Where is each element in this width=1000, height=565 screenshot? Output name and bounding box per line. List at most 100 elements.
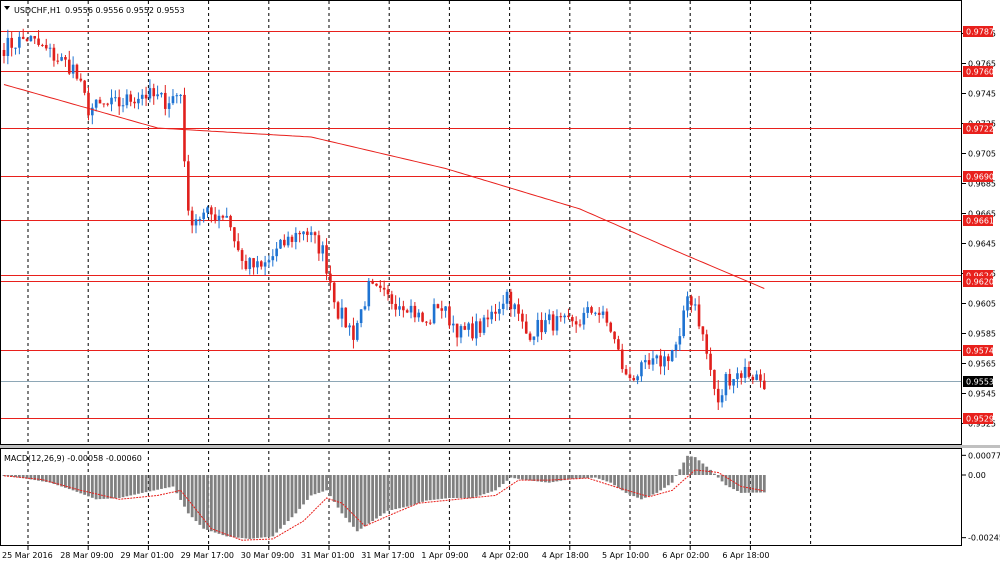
candle-body (402, 306, 405, 311)
candle-body (102, 103, 106, 105)
macd-bar (601, 475, 605, 481)
level-tag (963, 26, 993, 37)
candle-body (398, 306, 401, 310)
candle-body (283, 239, 286, 246)
candle (359, 309, 363, 328)
candle-body (482, 317, 486, 333)
candle-body (739, 373, 743, 378)
candle-body (167, 103, 171, 109)
macd-bar (540, 475, 543, 482)
candle-body (121, 105, 125, 107)
candle (133, 97, 136, 109)
candle-body (114, 97, 117, 99)
macd-bar (759, 475, 762, 493)
time-axis[interactable]: 25 Mar 2016 28 Mar 09:00 29 Mar 01:00 29 Ma… (2, 546, 769, 560)
candle (298, 230, 301, 243)
candle (486, 309, 490, 328)
level-tag-label: 0.9690 (966, 173, 994, 182)
candle-body (252, 258, 255, 268)
candle-body (467, 323, 470, 330)
macd-bar (244, 475, 248, 539)
macd-bar (597, 475, 601, 479)
candle-body (244, 260, 248, 270)
level-tag-label: 0.9760 (966, 68, 994, 77)
candle (21, 28, 25, 40)
candle (14, 47, 17, 55)
candle-body (198, 219, 202, 221)
candle-body (413, 305, 417, 318)
candle-body (594, 312, 597, 314)
candle (475, 313, 478, 346)
candle (256, 255, 259, 275)
macd-bar (751, 475, 755, 493)
candle-body (21, 36, 25, 39)
candle (405, 308, 409, 314)
candle (632, 375, 636, 382)
candle (33, 35, 37, 44)
candle (213, 207, 217, 224)
candle-body (390, 294, 394, 304)
candle (67, 50, 71, 76)
pane-separator[interactable] (0, 445, 1000, 448)
macd-bar (651, 475, 655, 495)
candle (505, 289, 509, 311)
macd-bar (121, 475, 125, 498)
macd-bar (724, 475, 728, 486)
candle-body (106, 103, 109, 105)
candle-body (275, 248, 278, 257)
candle (83, 79, 86, 96)
macd-bar (609, 475, 613, 483)
candle (720, 389, 724, 408)
macd-bar (643, 475, 647, 498)
macd-bar (367, 475, 371, 524)
candle (655, 354, 659, 364)
candle-body (79, 78, 83, 81)
candle-body (405, 310, 409, 313)
candle-body (559, 316, 563, 318)
candle (167, 96, 171, 118)
candle (94, 99, 98, 112)
macd-bar (344, 475, 348, 518)
macd-bar (352, 475, 355, 527)
macd-bar (79, 475, 83, 494)
candle-body (367, 280, 371, 307)
candle-body (432, 304, 436, 324)
candle-body (605, 311, 609, 323)
dropdown-triangle-icon[interactable] (4, 6, 10, 10)
macd-bar (2, 475, 6, 477)
macd-bar (375, 475, 378, 519)
candle (467, 321, 470, 337)
macd-bar (532, 475, 536, 481)
candle (463, 322, 467, 331)
candle (386, 284, 390, 301)
candle-body (574, 321, 578, 325)
candle (348, 323, 351, 336)
candle-body (628, 374, 632, 379)
candle (60, 53, 63, 62)
candle (64, 54, 67, 67)
candle-body (179, 94, 182, 96)
candle (701, 326, 705, 341)
candle-body (544, 320, 547, 333)
price-tick-label: 0.9765 (968, 60, 996, 69)
macd-bar (67, 475, 71, 490)
candle-body (498, 308, 501, 314)
macd-bar (394, 475, 398, 510)
candle (91, 103, 94, 125)
macd-tick-label: 0.00 (968, 471, 986, 480)
candle (521, 309, 524, 329)
macd-bar (44, 475, 48, 483)
candle-body (325, 245, 328, 274)
candle (229, 214, 232, 231)
macd-bar (71, 475, 75, 491)
candle (206, 205, 209, 218)
candle (129, 90, 133, 107)
candle-body (225, 215, 229, 218)
macd-bar (678, 469, 682, 476)
time-tick-label: 6 Apr 02:00 (662, 551, 709, 560)
chart-header: USDCHF,H1 0.9556 0.9556 0.9552 0.9553 (4, 6, 185, 15)
candle (355, 320, 359, 342)
candle-body (91, 107, 94, 116)
candle (398, 297, 401, 317)
